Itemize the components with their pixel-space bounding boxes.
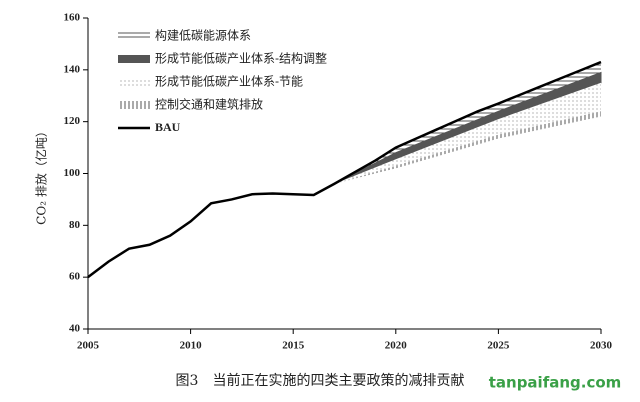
legend-swatch [118, 32, 150, 40]
legend-label: 构建低碳能源体系 [155, 28, 251, 43]
legend-swatch [118, 78, 150, 86]
y-axis-label: CO₂ 排放（亿吨） [34, 125, 49, 225]
y-tick-label: 40 [69, 323, 81, 335]
bau-line [87, 60, 602, 279]
legend-label: 控制交通和建筑排放 [155, 97, 263, 112]
reduction-area [334, 111, 601, 184]
x-tick-label: 2010 [180, 340, 203, 352]
legend-label: BAU [155, 120, 181, 134]
y-tick-label: 140 [64, 63, 81, 75]
legend-label: 形成节能低碳产业体系-结构调整 [155, 51, 327, 66]
y-tick-label: 160 [64, 12, 81, 24]
y-tick-label: 60 [69, 271, 81, 283]
y-tick-label: 100 [64, 167, 81, 179]
x-tick-label: 2015 [282, 340, 305, 352]
x-tick-label: 2030 [590, 340, 613, 352]
x-tick-label: 2005 [77, 340, 100, 352]
x-tick-label: 2025 [487, 340, 510, 352]
legend-label: 形成节能低碳产业体系-节能 [155, 75, 303, 89]
reduction-area [334, 71, 602, 185]
legend-swatch [118, 55, 150, 63]
x-tick-label: 2020 [385, 340, 408, 352]
reduction-area [334, 82, 601, 184]
caption: 图3 当前正在实施的四类主要政策的减排贡献 [176, 372, 465, 389]
watermark: tanpaifang.com [489, 374, 622, 392]
y-tick-label: 120 [64, 115, 81, 127]
y-tick-label: 80 [69, 219, 81, 231]
legend-swatch [118, 101, 150, 109]
reduction-area [334, 62, 601, 184]
